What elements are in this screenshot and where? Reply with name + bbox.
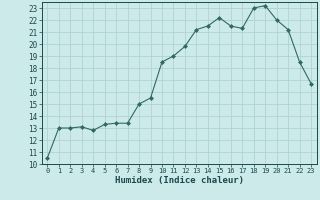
X-axis label: Humidex (Indice chaleur): Humidex (Indice chaleur) (115, 176, 244, 185)
